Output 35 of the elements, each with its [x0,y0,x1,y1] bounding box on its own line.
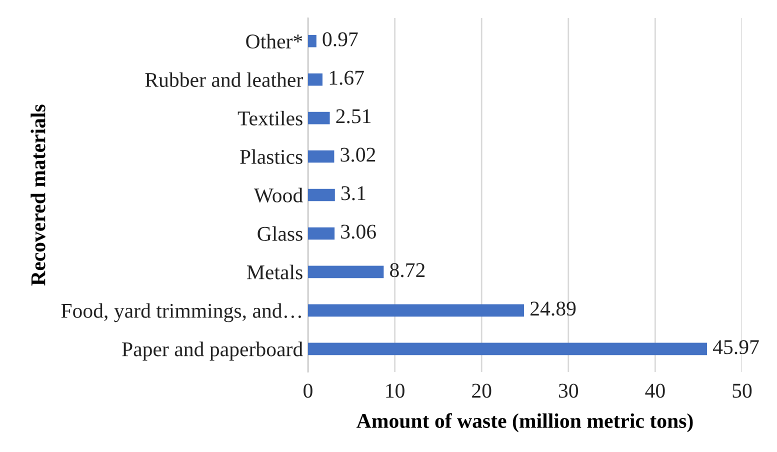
bar [308,34,316,48]
y-axis-title: Recovered materials [30,104,46,286]
bar [308,342,708,356]
y-tick-label: Paper and paperboard [122,342,303,361]
data-label: 24.89 [530,302,576,316]
data-label: 8.72 [390,263,425,278]
y-tick-label: Plastics [240,149,302,164]
bar [308,188,335,202]
y-tick-label: Glass [258,226,302,241]
bar [308,304,524,317]
bar [308,227,335,240]
data-label: 0.97 [322,32,358,46]
y-tick-label: Rubber and leather [145,72,303,87]
data-label: 45.97 [712,340,759,354]
x-tick-label: 50 [732,384,752,398]
data-label: 3.1 [341,186,366,200]
x-tick-label: 20 [472,384,492,398]
bar [308,112,330,124]
x-axis-title: Amount of waste (million metric tons) [356,413,693,432]
y-tick-label: Textiles [238,110,302,126]
y-tick-label: Food, yard trimmings, and… [61,303,301,322]
data-label: 3.06 [341,224,376,239]
x-tick-label: 10 [386,384,404,398]
data-label: 2.51 [336,109,371,124]
data-label: 3.02 [340,148,376,162]
y-tick-label: Wood [254,188,303,203]
x-tick-label: 40 [645,384,665,398]
data-label: 1.67 [330,70,364,85]
bar [308,266,384,278]
bar [308,150,334,163]
x-tick-label: 0 [304,384,312,398]
x-tick-label: 30 [558,384,578,398]
y-tick-label: Other* [246,34,302,49]
y-tick-label: Metals [247,264,302,280]
bar [308,73,322,86]
